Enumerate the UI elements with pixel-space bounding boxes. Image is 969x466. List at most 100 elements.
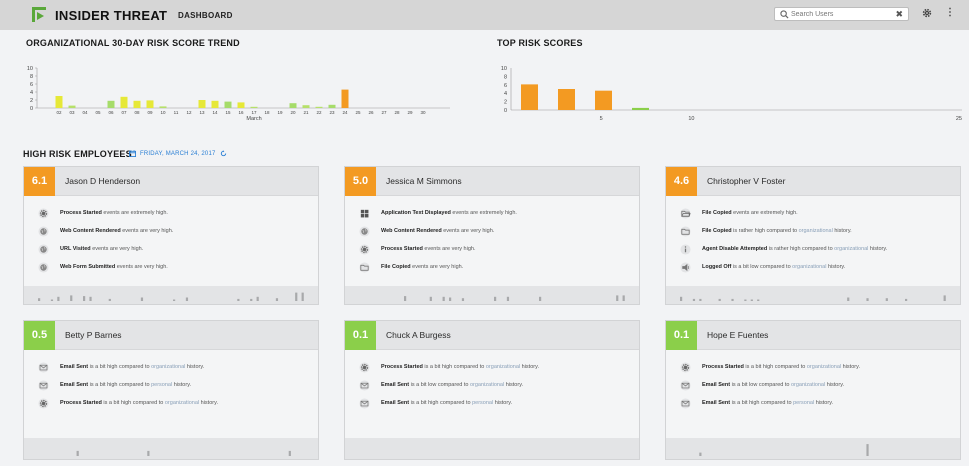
event-text: Process Started is a bit high compared t… (60, 400, 218, 406)
event-description: is a bit low compared to (409, 382, 470, 388)
trend-bar[interactable] (328, 104, 336, 108)
folder-open-icon (680, 208, 691, 219)
risk-score-badge: 0.5 (24, 321, 55, 350)
x-tick-label: 16 (238, 110, 244, 115)
clear-icon[interactable]: ✖ (895, 9, 903, 19)
date-selector[interactable]: FRIDAY, MARCH 24, 2017 (129, 150, 227, 157)
folder-icon (359, 262, 370, 273)
event-description: events are very high. (120, 228, 174, 234)
trend-bar[interactable] (250, 106, 258, 108)
trend-bar[interactable] (198, 100, 206, 108)
history-scope: organizational (798, 228, 833, 234)
trend-bar[interactable] (341, 89, 349, 108)
event-row: Email Sent is a bit high compared to per… (666, 398, 960, 412)
employee-card[interactable]: 4.6 Christopher V Foster File Copied event… (665, 166, 961, 305)
employee-name[interactable]: Jessica M Simmons (386, 176, 462, 186)
employee-card[interactable]: 0.1 Hope E Fuentes Process Started is a bi… (665, 320, 961, 460)
top-risk-bar[interactable] (558, 89, 575, 110)
y-tick-label: 10 (501, 66, 507, 72)
trend-bar[interactable] (289, 103, 297, 108)
trend-bar[interactable] (211, 100, 219, 108)
trend-bar[interactable] (120, 96, 128, 108)
risk-score-badge: 0.1 (345, 321, 376, 350)
event-type: Process Started (381, 364, 423, 370)
trend-bar[interactable] (302, 105, 310, 108)
employee-name[interactable]: Chuck A Burgess (386, 330, 451, 340)
spark-bar (76, 450, 79, 456)
envelope-icon (680, 398, 691, 409)
event-text: Email Sent is a bit low compared to orga… (381, 382, 523, 388)
trend-bar[interactable] (107, 100, 115, 108)
trend-bar[interactable] (146, 100, 154, 108)
employee-card[interactable]: 5.0 Jessica M Simmons Application Text Dis… (344, 166, 640, 305)
top-risk-bar[interactable] (521, 84, 538, 110)
x-tick-label: 25 (956, 116, 962, 122)
event-row: File Copied events are extremely high. (666, 208, 960, 222)
refresh-icon[interactable] (220, 150, 227, 157)
trend-bar[interactable] (224, 101, 232, 108)
event-text: Process Started events are extremely hig… (60, 210, 168, 216)
envelope-icon (680, 380, 691, 391)
employee-card[interactable]: 0.5 Betty P Barnes Email Sent is a bit hig… (23, 320, 319, 460)
y-tick-label: 6 (504, 83, 507, 89)
history-scope: organizational (806, 364, 842, 370)
x-tick-label: 17 (251, 110, 257, 115)
x-tick-label: 04 (82, 110, 88, 115)
search-input[interactable] (791, 9, 891, 19)
card-events: Process Started is a bit high compared t… (666, 350, 960, 438)
trend-bar[interactable] (55, 96, 63, 108)
employee-name[interactable]: Jason D Henderson (65, 176, 141, 186)
card-events: Email Sent is a bit high compared to org… (24, 350, 318, 438)
event-type: Process Started (60, 210, 102, 216)
employee-name[interactable]: Betty P Barnes (65, 330, 122, 340)
top-risk-bar[interactable] (595, 90, 612, 110)
event-type: Process Started (381, 246, 423, 252)
event-description: is rather high compared to (731, 228, 799, 234)
event-description: events are very high. (115, 264, 168, 270)
y-tick-label: 8 (504, 74, 507, 80)
trend-bar[interactable] (159, 106, 167, 108)
event-description: events are very high. (90, 246, 144, 252)
trend-bar[interactable] (68, 105, 76, 108)
search-box[interactable]: ✖ (774, 7, 909, 21)
event-type: Web Content Rendered (60, 228, 121, 234)
trend-bar[interactable] (315, 106, 323, 108)
event-text: File Copied events are very high. (381, 264, 463, 270)
history-scope: organizational (792, 264, 827, 270)
envelope-icon (359, 380, 370, 391)
gear-icon[interactable] (922, 8, 932, 18)
top-risk-bar[interactable] (632, 107, 649, 110)
event-suffix: history. (520, 364, 539, 370)
trend-bar[interactable] (133, 100, 141, 108)
spark-bar (885, 298, 888, 301)
event-description: events are very high. (422, 246, 476, 252)
risk-score-badge: 4.6 (666, 167, 697, 196)
risk-score-badge: 5.0 (345, 167, 376, 196)
event-type: Email Sent (60, 382, 89, 388)
event-text: File Copied events are extremely high. (702, 210, 798, 216)
nav-dashboard-link[interactable]: DASHBOARD (178, 11, 233, 20)
employee-name[interactable]: Hope E Fuentes (707, 330, 769, 340)
x-tick-label: 25 (355, 110, 361, 115)
spark-bar (256, 296, 259, 301)
history-scope: organizational (790, 382, 826, 388)
trend-bar[interactable] (237, 102, 245, 108)
employee-card[interactable]: 0.1 Chuck A Burgess Process Started is a b… (344, 320, 640, 460)
y-tick-label: 0 (504, 108, 507, 114)
event-text: Agent Disable Attempted is rather high c… (702, 246, 887, 252)
x-tick-label: 10 (688, 116, 694, 122)
kebab-menu-icon[interactable]: ⋮ (945, 7, 955, 18)
event-text: Process Started is a bit high compared t… (381, 364, 539, 370)
event-description: events are very high. (441, 228, 495, 234)
event-type: Process Started (702, 364, 744, 370)
gear-icon (359, 362, 370, 373)
x-tick-label: 28 (394, 110, 400, 115)
y-tick-label: 6 (30, 82, 33, 88)
employee-card[interactable]: 6.1 Jason D Henderson Process Started even… (23, 166, 319, 305)
grid-icon (360, 209, 369, 218)
event-description: is a bit high compared to (409, 400, 473, 406)
x-tick-label: 05 (95, 110, 101, 115)
event-type: Email Sent (702, 400, 731, 406)
employee-name[interactable]: Christopher V Foster (707, 176, 786, 186)
